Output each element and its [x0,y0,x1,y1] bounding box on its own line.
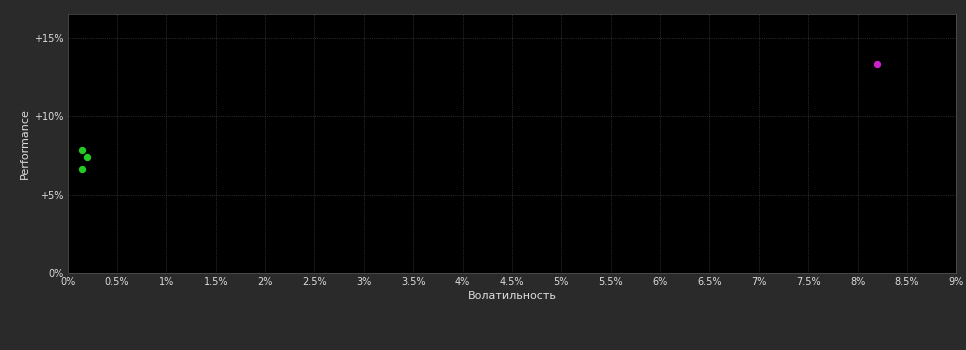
Point [74,167,90,172]
X-axis label: Волатильность: Волатильность [468,291,556,301]
Point [79,154,95,160]
Y-axis label: Performance: Performance [19,108,30,179]
Point [869,62,885,67]
Point [74,147,90,153]
